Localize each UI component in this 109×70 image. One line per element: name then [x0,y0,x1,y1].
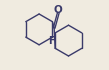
Text: F: F [48,36,55,46]
Text: O: O [54,5,63,15]
